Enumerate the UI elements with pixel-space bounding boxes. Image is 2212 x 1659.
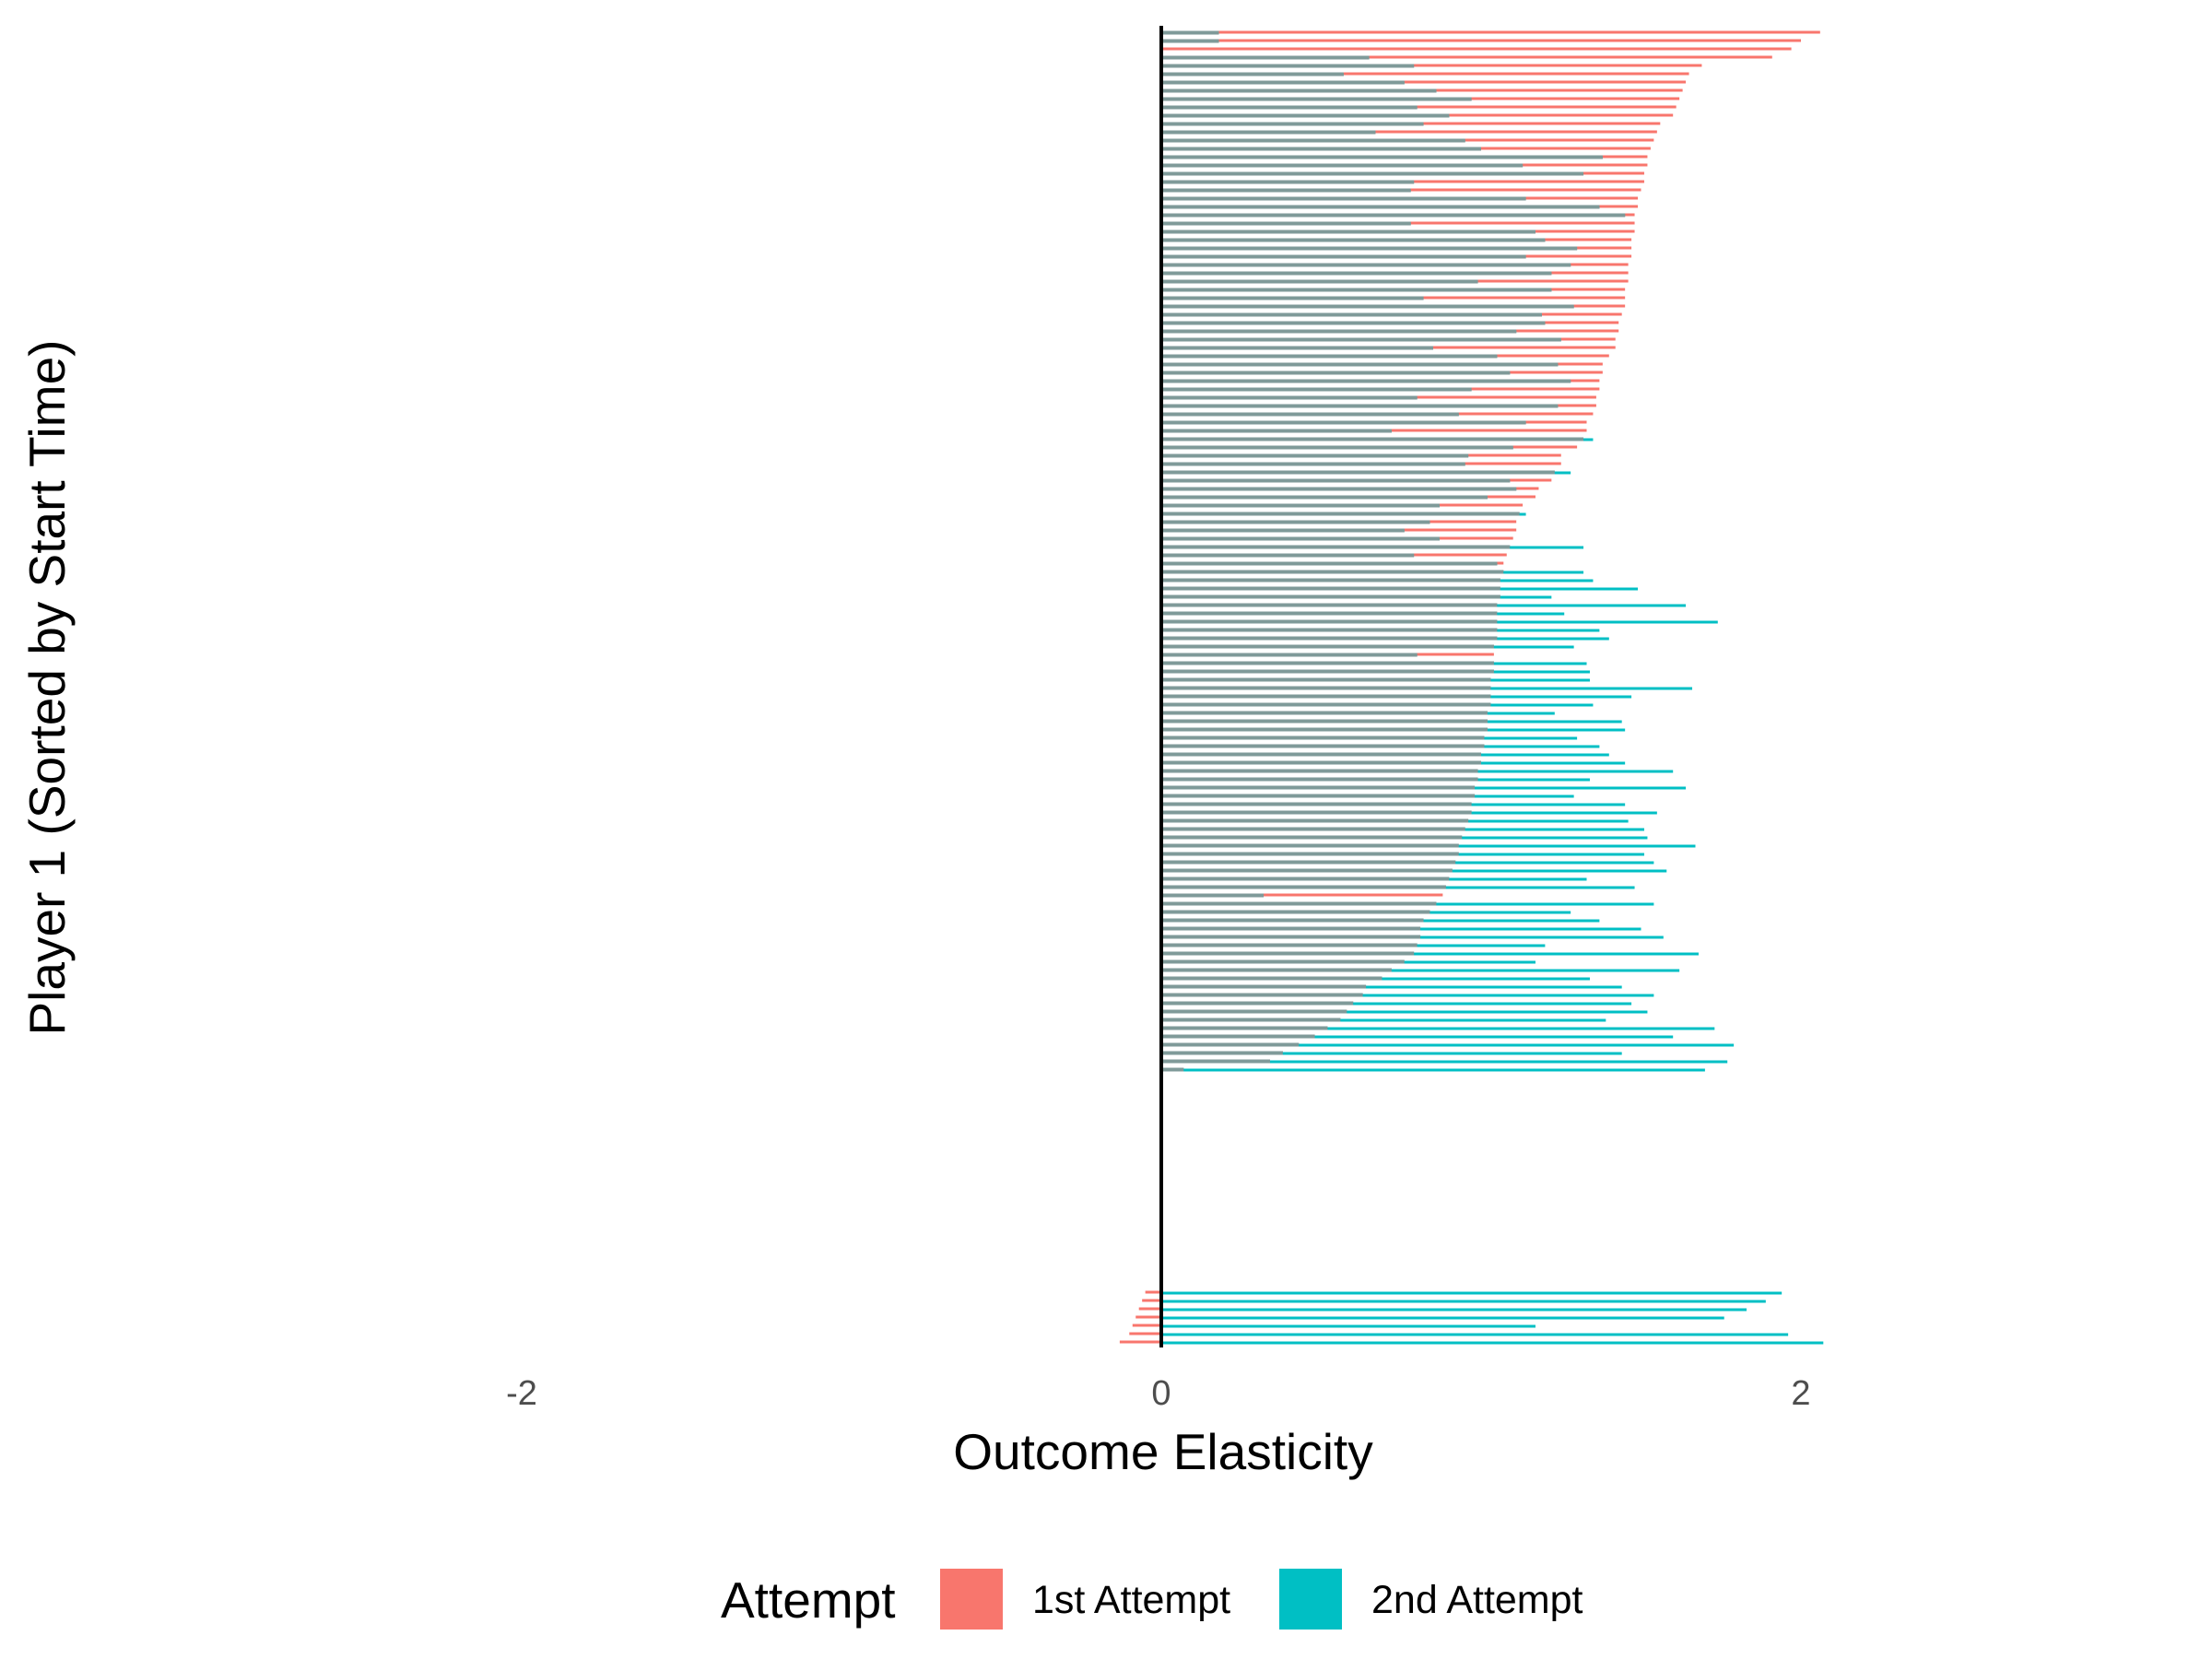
x-axis-title: Outcome Elasticity (953, 1423, 1373, 1480)
x-tick-label: 2 (1791, 1374, 1810, 1413)
x-axis: -2 0 2 (506, 1374, 1810, 1413)
x-tick-label: 0 (1151, 1374, 1171, 1413)
legend-label-1st-attempt: 1st Attempt (1032, 1578, 1230, 1622)
x-tick-label: -2 (506, 1374, 537, 1413)
legend-title: Attempt (721, 1571, 896, 1629)
y-axis-title: Player 1 (Sorted by Start Time) (18, 340, 76, 1036)
series-overlap (1161, 30, 1626, 1072)
legend: Attempt 1st Attempt 2nd Attempt (721, 1569, 1583, 1630)
legend-swatch-1st-attempt (940, 1569, 1003, 1630)
legend-swatch-2nd-attempt (1279, 1569, 1342, 1630)
legend-label-2nd-attempt: 2nd Attempt (1371, 1578, 1583, 1622)
